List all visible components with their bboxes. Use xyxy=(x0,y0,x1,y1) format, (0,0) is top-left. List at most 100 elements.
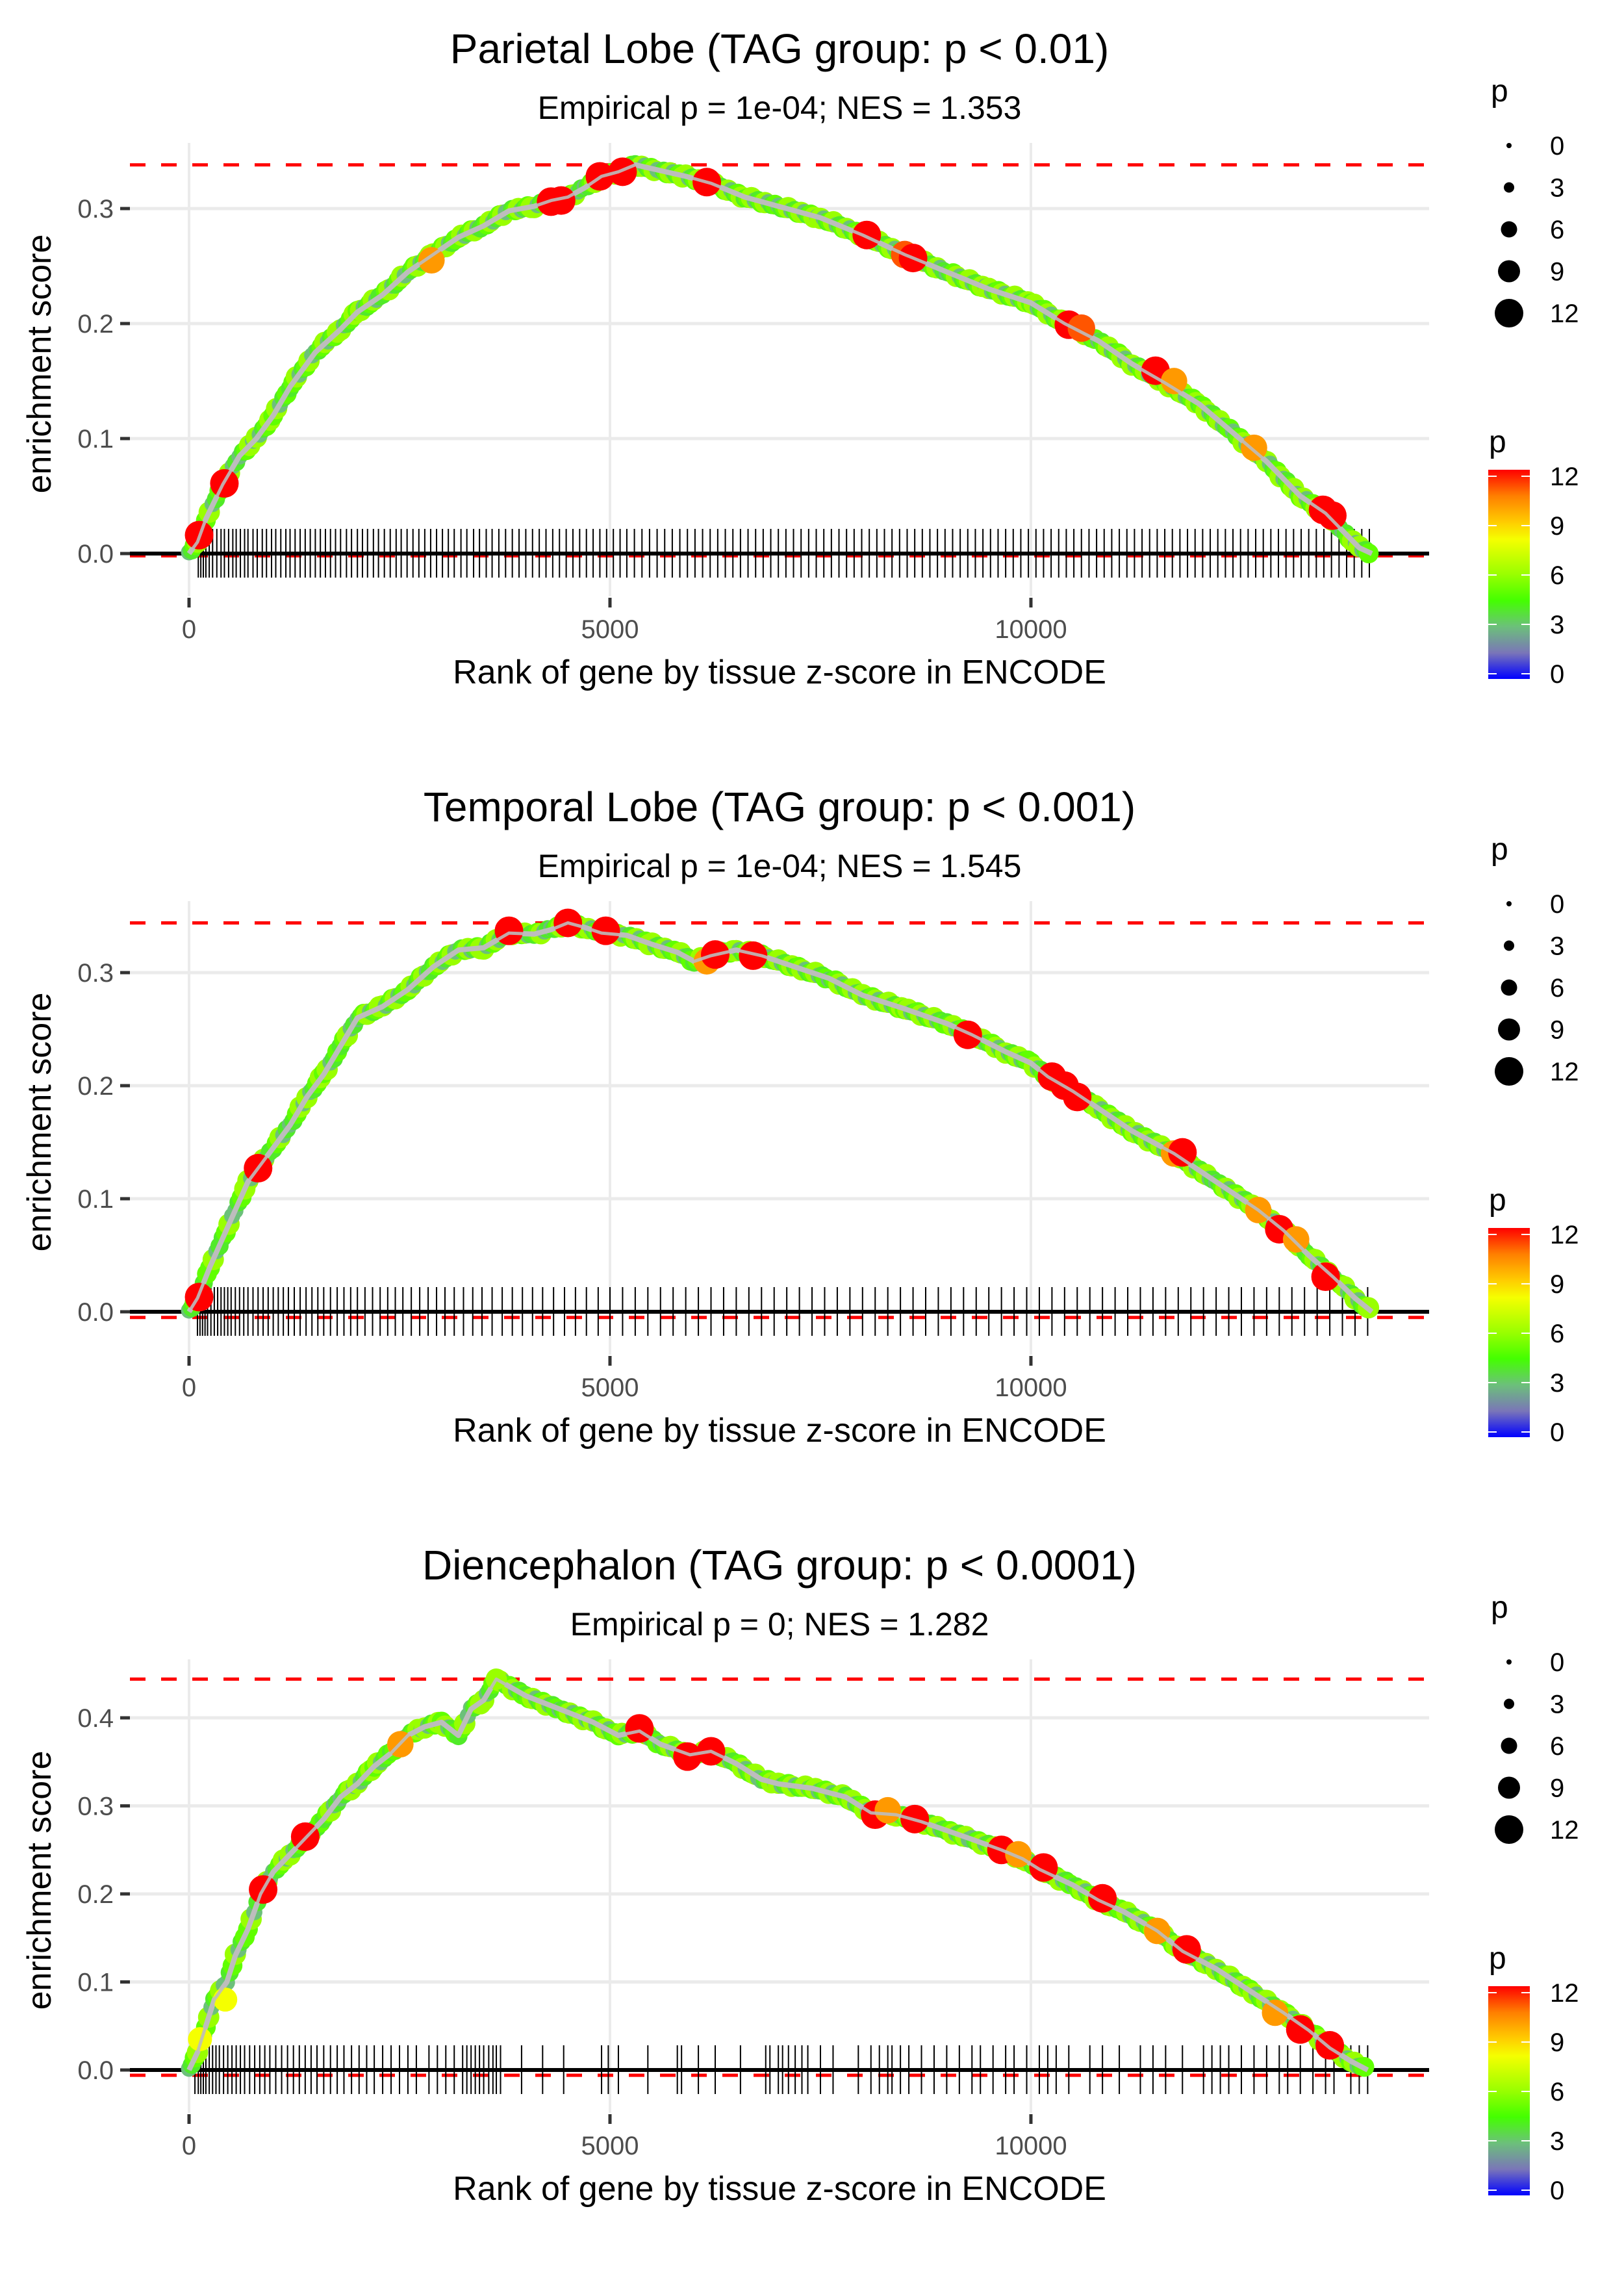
size-legend-dot xyxy=(1495,299,1523,327)
x-axis-title: Rank of gene by tissue z-score in ENCODE xyxy=(453,654,1106,691)
size-legend-dot xyxy=(1506,143,1512,148)
es-highlight-point xyxy=(1317,501,1347,530)
colorbar-label: 3 xyxy=(1550,1369,1564,1398)
y-axis: 0.0 0.1 0.2 0.3 xyxy=(77,195,130,568)
highlight-points xyxy=(184,908,1340,1312)
x-axis-title: Rank of gene by tissue z-score in ENCODE xyxy=(453,1412,1106,1450)
size-legend-label: 12 xyxy=(1550,300,1579,328)
size-legend-dot xyxy=(1498,1776,1520,1799)
panel-1: Parietal Lobe (TAG group: p < 0.01) Empir… xyxy=(21,25,1579,691)
es-highlight-point xyxy=(1311,1262,1340,1292)
x-tick-label: 5000 xyxy=(581,615,639,644)
y-tick-label: 0.1 xyxy=(77,1969,114,1997)
es-curve-line-overlay xyxy=(187,1677,1369,2072)
colorbar-label: 6 xyxy=(1550,2078,1564,2106)
es-curve-line xyxy=(186,1676,1369,2073)
grid xyxy=(130,1659,1429,2113)
es-highlight-point xyxy=(1160,368,1187,394)
y-tick-label: 0.3 xyxy=(77,195,114,224)
colorbar-label: 9 xyxy=(1550,2028,1564,2057)
es-point-trail xyxy=(181,1670,1375,2077)
size-legend-label: 6 xyxy=(1550,1732,1564,1761)
x-axis-title: Rank of gene by tissue z-score in ENCODE xyxy=(453,2170,1106,2208)
y-axis-title: enrichment score xyxy=(21,235,58,494)
size-legend: p 0 3 6 9 12 xyxy=(1491,74,1579,328)
y-tick-label: 0.0 xyxy=(77,2056,114,2085)
x-tick-label: 10000 xyxy=(995,1373,1067,1402)
colorbar-label: 0 xyxy=(1550,660,1564,689)
y-tick-label: 0.2 xyxy=(77,1072,114,1101)
y-axis: 0.0 0.1 0.2 0.3 0.4 xyxy=(77,1704,130,2085)
es-highlight-point xyxy=(874,1796,902,1824)
size-legend-dot xyxy=(1498,260,1520,283)
es-highlight-point xyxy=(1262,1999,1289,2026)
es-highlight-point xyxy=(1282,1226,1310,1253)
size-legend-title: p xyxy=(1491,74,1508,109)
x-tick-label: 0 xyxy=(182,1373,196,1402)
size-legend-dot xyxy=(1504,1698,1514,1709)
size-legend-label: 3 xyxy=(1550,1691,1564,1719)
y-tick-label: 0.1 xyxy=(77,1185,114,1214)
size-legend: p 0 3 6 9 12 xyxy=(1491,832,1579,1086)
es-curve-line xyxy=(186,162,1373,556)
chart-title: Parietal Lobe (TAG group: p < 0.01) xyxy=(450,25,1110,72)
y-axis-title: enrichment score xyxy=(21,993,58,1252)
colorbar-label: 3 xyxy=(1550,2127,1564,2156)
colorbar-label: 9 xyxy=(1550,1270,1564,1299)
panel-2: Temporal Lobe (TAG group: p < 0.001) Empi… xyxy=(21,784,1579,1450)
size-legend-label: 9 xyxy=(1550,1016,1564,1045)
es-highlight-point xyxy=(494,916,524,945)
size-legend-dot xyxy=(1501,979,1517,996)
y-axis: 0.0 0.1 0.2 0.3 xyxy=(77,959,130,1327)
y-tick-label: 0.2 xyxy=(77,310,114,339)
colorbar-label: 6 xyxy=(1550,1320,1564,1348)
y-tick-label: 0.3 xyxy=(77,1793,114,1821)
size-legend-label: 9 xyxy=(1550,258,1564,287)
size-legend-dot xyxy=(1504,940,1514,951)
es-highlight-point xyxy=(591,916,620,945)
size-legend-label: 12 xyxy=(1550,1816,1579,1845)
y-tick-label: 0.1 xyxy=(77,425,114,454)
size-legend-dot xyxy=(1506,901,1512,906)
chart-title: Diencephalon (TAG group: p < 0.0001) xyxy=(422,1542,1137,1589)
size-legend-dot xyxy=(1501,221,1517,238)
highlight-points xyxy=(188,1668,1345,2060)
colorbar-label: 9 xyxy=(1550,512,1564,541)
chart-subtitle: Empirical p = 1e-04; NES = 1.353 xyxy=(538,90,1022,126)
y-axis-title: enrichment score xyxy=(21,1751,58,2010)
color-legend: p 12 9 6 3 0 xyxy=(1488,425,1579,689)
es-curve-line xyxy=(186,920,1374,1314)
colorbar-label: 0 xyxy=(1550,1418,1564,1447)
colorbar-label: 12 xyxy=(1550,1221,1579,1249)
size-legend-title: p xyxy=(1491,832,1508,867)
size-legend-label: 0 xyxy=(1550,1648,1564,1677)
x-axis: 0 5000 10000 xyxy=(182,598,1067,644)
size-legend-label: 0 xyxy=(1550,132,1564,160)
es-highlight-point xyxy=(673,1742,702,1771)
x-tick-label: 5000 xyxy=(581,1373,639,1402)
size-legend-dot xyxy=(1498,1018,1520,1041)
y-tick-label: 0.4 xyxy=(77,1704,114,1733)
size-legend-label: 3 xyxy=(1550,174,1564,203)
size-legend-dot xyxy=(1506,1659,1512,1665)
color-legend: p 12 9 6 3 0 xyxy=(1488,1941,1579,2205)
es-highlight-point xyxy=(546,186,576,215)
es-highlight-point xyxy=(418,247,445,274)
x-tick-label: 10000 xyxy=(995,2132,1067,2160)
x-axis: 0 5000 10000 xyxy=(182,1356,1067,1402)
es-highlight-point xyxy=(213,1987,238,2012)
size-legend-dot xyxy=(1501,1737,1517,1754)
x-tick-label: 0 xyxy=(182,2132,196,2160)
y-tick-label: 0.2 xyxy=(77,1880,114,1909)
size-legend-dot xyxy=(1495,1057,1523,1086)
es-curve-line-overlay xyxy=(187,921,1373,1313)
size-legend-label: 9 xyxy=(1550,1774,1564,1803)
colorbar-label: 3 xyxy=(1550,611,1564,639)
color-legend-title: p xyxy=(1489,1941,1506,1976)
y-tick-label: 0.3 xyxy=(77,959,114,988)
x-tick-label: 0 xyxy=(182,615,196,644)
es-highlight-point xyxy=(953,1020,982,1049)
color-legend-title: p xyxy=(1489,1183,1506,1218)
size-legend-label: 6 xyxy=(1550,216,1564,244)
